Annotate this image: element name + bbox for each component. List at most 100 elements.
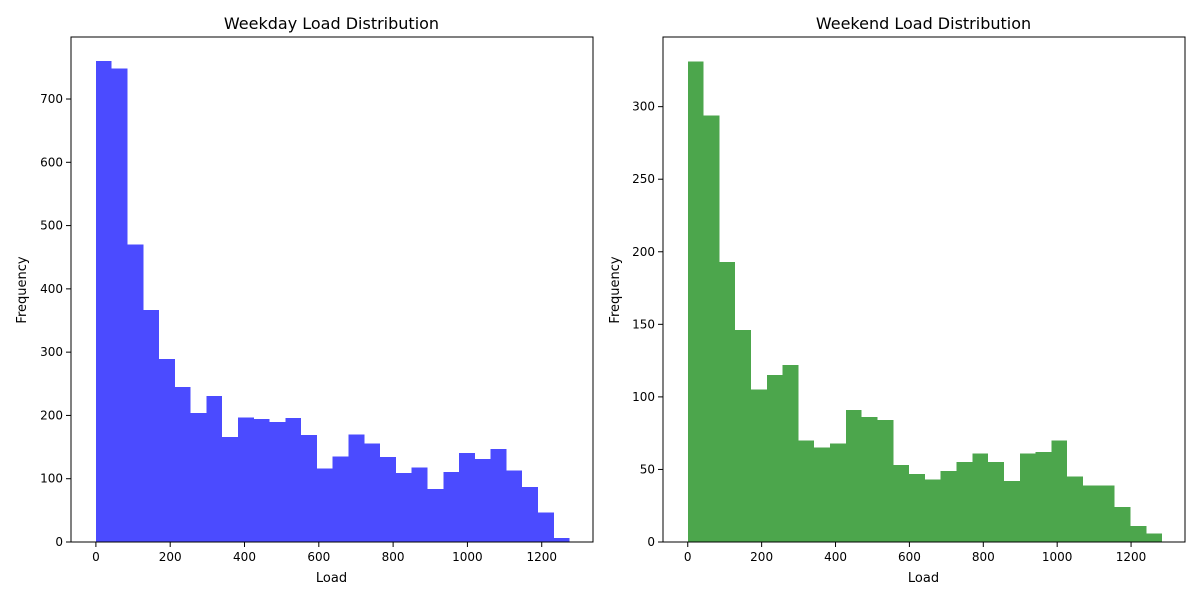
weekday-bar-14 [316,468,333,542]
weekday-bar-21 [427,488,444,542]
weekday-y-tick-label: 400 [40,282,63,296]
weekend-bar-0 [687,61,704,542]
weekday-bar-4 [159,359,175,542]
weekday-bar-25 [490,448,507,542]
weekend-bar-1 [703,115,720,543]
weekend-bar-23 [1051,440,1068,542]
weekend-bar-26 [1098,485,1115,542]
weekend-bar-27 [1114,507,1131,542]
weekend-bar-25 [1083,485,1099,542]
weekday-bar-29 [553,538,570,542]
weekday-bar-18 [380,457,396,542]
weekend-bar-13 [893,465,910,542]
weekend-x-axis-label: Load [908,571,939,586]
weekday-bar-13 [301,435,317,542]
weekday-y-tick-label: 100 [40,472,63,486]
weekend-bar-28 [1130,526,1147,542]
weekday-bar-0 [95,61,112,543]
weekday-bar-10 [253,419,270,542]
weekday-bar-7 [206,395,223,542]
weekend-bars [687,61,1163,543]
weekend-bar-19 [988,462,1004,542]
weekend-y-tick-label: 200 [632,245,655,259]
weekday-bar-24 [474,459,491,542]
weekend-x-tick-label: 800 [972,550,995,564]
weekday-bar-15 [332,456,349,542]
weekend-bar-6 [782,364,799,542]
weekday-bar-1 [111,68,128,542]
weekday-bar-8 [222,436,239,542]
weekend-y-tick-label: 100 [632,390,655,404]
weekend-x-tick-label: 1000 [1042,550,1073,564]
weekend-bar-21 [1019,453,1036,542]
weekday-x-tick-label: 0 [92,550,100,564]
weekday-y-tick-label: 600 [40,155,63,169]
weekend-bar-11 [861,417,878,542]
weekend-bar-3 [735,330,751,542]
weekday-bar-3 [143,309,160,542]
weekday-bar-26 [506,470,523,542]
weekday-chart: Weekday Load Distribution 0 200 400 600 800 1… [15,14,594,586]
weekday-bar-2 [127,244,144,543]
weekday-y-tick-label: 0 [55,535,63,549]
weekend-bar-15 [924,479,941,542]
weekday-bars [95,61,570,543]
weekday-chart-title: Weekday Load Distribution [224,14,439,33]
weekend-chart: Weekend Load Distribution 0 200 400 600 800 1… [608,14,1186,586]
weekday-bar-16 [348,434,365,542]
weekday-ticks: 0 200 400 600 800 1000 1200 0 100 200 300 400 500 600… [40,92,557,564]
weekday-y-tick-label: 700 [40,92,63,106]
weekend-bar-29 [1146,533,1163,542]
weekend-chart-title: Weekend Load Distribution [816,14,1031,33]
weekend-y-tick-label: 50 [640,462,655,476]
weekend-bar-7 [798,440,815,542]
weekend-bar-22 [1035,452,1052,542]
weekend-bar-2 [719,261,736,542]
weekday-bar-12 [285,417,302,542]
weekday-bar-23 [459,452,475,542]
weekend-y-tick-label: 0 [647,535,655,549]
weekday-x-tick-label: 1200 [526,550,557,564]
weekend-x-tick-label: 1200 [1116,550,1147,564]
weekend-bar-16 [940,470,957,542]
weekend-ticks: 0 200 400 600 800 1000 1200 0 50 100 150 200 250 300 [632,100,1146,564]
weekend-bar-20 [1003,481,1020,542]
weekday-plot-frame [70,36,594,543]
weekend-y-tick-label: 300 [632,100,655,114]
weekday-y-tick-label: 200 [40,408,63,422]
weekend-bar-24 [1067,476,1084,542]
weekend-y-axis-label: Frequency [608,256,623,323]
weekend-bar-18 [972,453,989,542]
weekday-y-tick-label: 500 [40,219,63,233]
weekday-bar-20 [411,467,428,542]
weekend-bar-4 [750,389,767,542]
weekend-bar-8 [814,447,831,542]
weekend-bar-9 [830,443,846,542]
weekday-bar-28 [538,512,554,542]
weekday-x-tick-label: 800 [382,550,405,564]
weekday-x-tick-label: 1000 [452,550,483,564]
weekend-x-tick-label: 400 [824,550,847,564]
weekend-bar-10 [845,409,862,542]
weekday-x-tick-label: 600 [307,550,330,564]
weekday-bar-9 [238,417,254,542]
weekday-x-tick-label: 200 [159,550,182,564]
weekend-y-tick-label: 150 [632,317,655,331]
weekday-bar-11 [269,421,286,542]
weekday-x-tick-label: 400 [233,550,256,564]
weekend-bar-5 [766,375,783,542]
weekend-y-tick-label: 250 [632,172,655,186]
weekend-bar-17 [956,462,973,542]
weekday-x-axis-label: Load [316,571,347,586]
weekday-y-axis-label: Frequency [15,256,30,323]
weekday-bar-5 [174,386,191,542]
weekend-x-tick-label: 0 [684,550,692,564]
weekday-y-tick-label: 300 [40,345,63,359]
weekday-bar-6 [190,412,207,542]
weekend-bar-14 [909,473,925,542]
weekend-plot-frame [662,36,1186,543]
weekday-bar-19 [395,473,412,542]
weekday-bar-27 [522,486,539,542]
weekend-bar-12 [877,420,894,542]
